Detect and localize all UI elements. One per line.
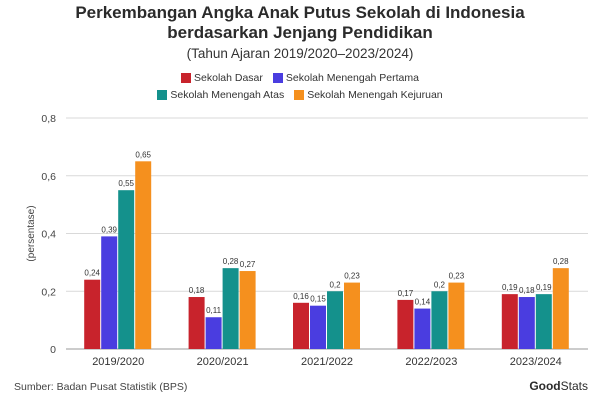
bar <box>327 291 343 349</box>
source-note: Sumber: Badan Pusat Statistik (BPS) <box>14 381 188 393</box>
bar <box>535 294 552 349</box>
bar <box>501 294 518 349</box>
legend-swatch-sma <box>157 90 168 100</box>
bar <box>448 282 465 349</box>
data-label: 0,19 <box>502 283 518 292</box>
x-tick-label: 2022/2023 <box>405 356 457 368</box>
bar <box>293 302 309 349</box>
data-label: 0,16 <box>293 292 309 301</box>
data-label: 0,18 <box>519 286 535 295</box>
bar <box>84 279 101 349</box>
y-tick-label: 0,2 <box>41 286 56 298</box>
x-tick-label: 2020/2021 <box>197 356 249 368</box>
data-label: 0,55 <box>118 179 134 188</box>
data-label: 0,28 <box>223 257 239 266</box>
bar <box>188 297 205 349</box>
data-label: 0,23 <box>449 272 465 281</box>
data-label: 0,65 <box>135 150 151 159</box>
bar <box>414 308 431 349</box>
data-label: 0,23 <box>344 272 360 281</box>
x-tick-label: 2023/2024 <box>510 356 562 368</box>
legend-label-smk: Sekolah Menengah Kejuruan <box>307 89 443 101</box>
bar <box>222 268 239 349</box>
y-axis-label: (persentase) <box>26 205 37 261</box>
bar <box>397 299 414 349</box>
bar <box>205 317 222 349</box>
bar <box>118 190 135 349</box>
bar <box>310 305 326 349</box>
bar <box>431 291 448 349</box>
data-label: 0,18 <box>189 286 205 295</box>
legend-item-smp: Sekolah Menengah Pertama <box>272 72 419 84</box>
data-label: 0,2 <box>329 280 341 289</box>
x-tick-label: 2021/2022 <box>301 356 353 368</box>
data-label: 0,11 <box>206 306 222 315</box>
data-label: 0,27 <box>240 260 256 269</box>
chart-title-line2: berdasarkan Jenjang Pendidikan <box>167 23 433 42</box>
legend-label-smp: Sekolah Menengah Pertama <box>285 72 419 84</box>
bar <box>518 297 535 349</box>
bar <box>101 236 118 349</box>
data-label: 0,28 <box>553 257 569 266</box>
legend-label-sd: Sekolah Dasar <box>194 72 263 84</box>
y-tick-label: 0,8 <box>41 113 56 125</box>
brand-logo-rest: Stats <box>560 379 588 393</box>
y-tick-label: 0,4 <box>41 229 56 241</box>
chart-title-line1: Perkembangan Angka Anak Putus Sekolah di… <box>75 3 525 22</box>
bar <box>239 271 256 349</box>
legend-swatch-smk <box>294 90 305 100</box>
data-label: 0,24 <box>84 269 100 278</box>
data-label: 0,2 <box>434 280 446 289</box>
y-tick-label: 0,6 <box>41 171 56 183</box>
legend-item-sma: Sekolah Menengah Atas <box>157 89 284 101</box>
data-label: 0,17 <box>398 289 414 298</box>
data-label: 0,15 <box>310 295 326 304</box>
bar <box>135 161 152 349</box>
brand-logo: GoodStats <box>529 379 588 393</box>
y-tick-label: 0 <box>50 344 56 356</box>
legend-label-sma: Sekolah Menengah Atas <box>170 89 285 101</box>
legend-item-sd: Sekolah Dasar <box>181 72 263 84</box>
legend-swatch-sd <box>181 73 192 83</box>
legend-item-smk: Sekolah Menengah Kejuruan <box>294 89 443 101</box>
legend-row-2: Sekolah Menengah Atas Sekolah Menengah K… <box>0 89 600 101</box>
data-label: 0,39 <box>101 225 117 234</box>
data-label: 0,14 <box>415 298 431 307</box>
legend-swatch-smp <box>272 73 283 83</box>
legend-row-1: Sekolah Dasar Sekolah Menengah Pertama <box>0 72 600 84</box>
data-label: 0,19 <box>536 283 552 292</box>
chart-subtitle: (Tahun Ajaran 2019/2020–2023/2024) <box>186 46 414 61</box>
bar <box>552 268 569 349</box>
brand-logo-bold: Good <box>529 379 561 393</box>
x-tick-label: 2019/2020 <box>92 356 144 368</box>
bar <box>344 282 360 349</box>
